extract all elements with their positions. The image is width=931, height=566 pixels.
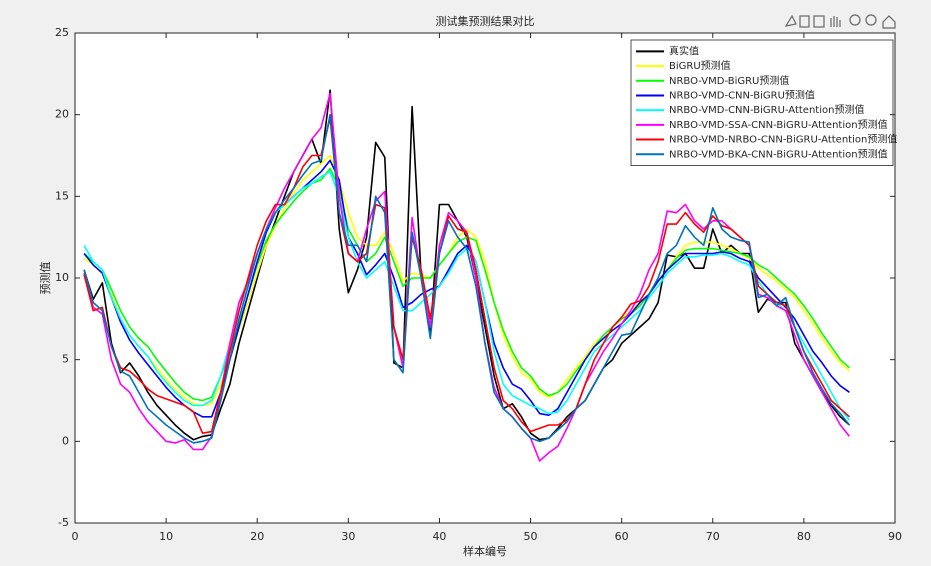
y-tick-label: 5 (62, 353, 69, 366)
zoom-out-button[interactable] (865, 14, 877, 26)
datatip-button[interactable] (799, 15, 810, 28)
series-line (83, 113, 851, 444)
home-button[interactable] (882, 15, 896, 29)
legend-label: BiGRU预测值 (669, 59, 731, 72)
x-tick-label: 0 (72, 530, 79, 543)
legend-label: NRBO-VMD-NRBO-CNN-BiGRU-Attention预测值 (669, 133, 897, 146)
y-tick-label: -5 (58, 516, 69, 529)
x-tick-label: 40 (432, 530, 446, 543)
x-tick-label: 10 (159, 530, 173, 543)
y-axis-label: 预测值 (39, 262, 52, 295)
x-axis-label: 样本编号 (463, 544, 507, 558)
series-line (83, 154, 850, 407)
y-tick-label: 0 (62, 434, 69, 447)
x-tick-label: 90 (888, 530, 902, 543)
series-line (83, 159, 850, 418)
x-tick-label: 70 (706, 530, 720, 543)
x-tick-label: 60 (615, 530, 629, 543)
zoom-in-button[interactable] (849, 14, 861, 26)
chart-title: 测试集预测结果对比 (436, 14, 535, 28)
export-button[interactable] (813, 15, 825, 28)
plot (83, 89, 851, 462)
y-tick-label: 25 (55, 26, 69, 39)
legend-label: NRBO-VMD-CNN-BiGRU-Attention预测值 (669, 103, 864, 116)
x-tick-label: 20 (250, 530, 264, 543)
legend-label: NRBO-VMD-CNN-BiGRU预测值 (669, 88, 815, 101)
legend-label: NRBO-VMD-SSA-CNN-BiGRU-Attention预测值 (669, 118, 888, 131)
series-line (83, 167, 850, 402)
legend-label: NRBO-VMD-BiGRU预测值 (669, 74, 789, 87)
series-line (83, 117, 850, 434)
legend-label: NRBO-VMD-BKA-CNN-BiGRU-Attention预测值 (669, 147, 888, 160)
toolbar (784, 14, 896, 29)
pan-button[interactable] (830, 16, 841, 27)
y-tick-label: 10 (55, 271, 69, 284)
x-tick-label: 30 (341, 530, 355, 543)
y-tick-label: 20 (55, 108, 69, 121)
x-tick-label: 80 (797, 530, 811, 543)
y-tick-label: 15 (55, 189, 69, 202)
legend-box (630, 39, 894, 166)
x-tick-label: 50 (524, 530, 538, 543)
brush-button[interactable] (784, 14, 797, 27)
legend: 真实值BiGRU预测值NRBO-VMD-BiGRU预测值NRBO-VMD-CNN… (630, 39, 897, 166)
legend-label: 真实值 (669, 44, 699, 57)
